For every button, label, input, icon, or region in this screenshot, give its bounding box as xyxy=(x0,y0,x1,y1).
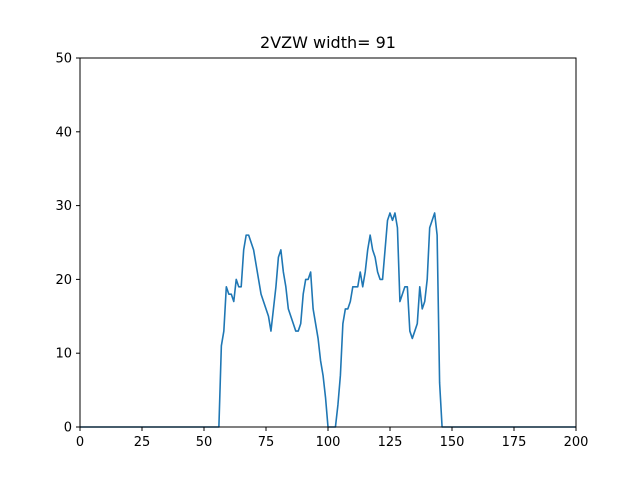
x-tick-label: 200 xyxy=(564,435,589,450)
y-tick-label: 40 xyxy=(55,125,72,140)
x-tick-label: 50 xyxy=(196,435,213,450)
x-tick-label: 175 xyxy=(502,435,527,450)
y-tick-label: 50 xyxy=(55,52,72,67)
x-tick-label: 125 xyxy=(378,435,403,450)
y-tick-label: 10 xyxy=(55,347,72,362)
axes: 0 25 50 75 100 125 150 175 200 0 10 20 30 40 50 xyxy=(55,52,588,451)
y-tick-label: 20 xyxy=(55,273,72,288)
x-tick-label: 25 xyxy=(134,435,151,450)
chart-title: 2VZW width= 91 xyxy=(260,33,396,52)
y-tick-label: 30 xyxy=(55,199,72,214)
x-tick-label: 0 xyxy=(76,435,84,450)
x-tick-label: 150 xyxy=(440,435,465,450)
y-tick-label: 0 xyxy=(64,421,72,436)
x-tick-label: 75 xyxy=(258,435,275,450)
x-tick-label: 100 xyxy=(316,435,341,450)
